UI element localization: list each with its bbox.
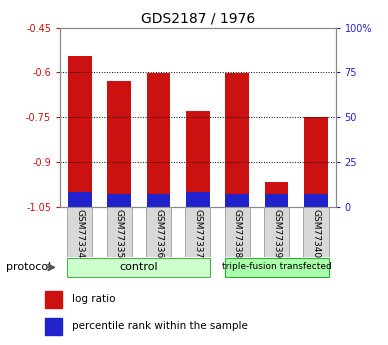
Bar <box>147 73 170 201</box>
FancyBboxPatch shape <box>264 207 289 257</box>
Text: GSM77338: GSM77338 <box>233 208 242 258</box>
Bar <box>225 73 249 201</box>
Text: GSM77339: GSM77339 <box>272 208 281 258</box>
Bar <box>68 56 92 201</box>
Bar <box>107 81 131 201</box>
Bar <box>107 194 131 207</box>
FancyBboxPatch shape <box>303 207 329 257</box>
Bar <box>265 194 288 207</box>
FancyBboxPatch shape <box>225 207 250 257</box>
Bar <box>265 181 288 201</box>
FancyBboxPatch shape <box>67 258 210 277</box>
Text: log ratio: log ratio <box>72 294 115 304</box>
Text: GSM77340: GSM77340 <box>312 208 320 258</box>
Text: triple-fusion transfected: triple-fusion transfected <box>222 263 331 272</box>
FancyBboxPatch shape <box>67 207 92 257</box>
Bar <box>186 192 210 207</box>
Bar <box>304 194 328 207</box>
Bar <box>45 318 62 335</box>
Bar <box>147 194 170 207</box>
FancyBboxPatch shape <box>225 258 329 277</box>
Text: GSM77335: GSM77335 <box>115 208 124 258</box>
Bar <box>68 192 92 207</box>
Text: protocol: protocol <box>6 262 51 272</box>
Text: percentile rank within the sample: percentile rank within the sample <box>72 321 248 331</box>
FancyBboxPatch shape <box>146 207 171 257</box>
Text: GSM77337: GSM77337 <box>193 208 203 258</box>
Bar <box>45 291 62 307</box>
Bar <box>225 194 249 207</box>
Text: GSM77336: GSM77336 <box>154 208 163 258</box>
FancyBboxPatch shape <box>107 207 132 257</box>
FancyBboxPatch shape <box>185 207 210 257</box>
Text: control: control <box>120 262 158 272</box>
Text: GSM77334: GSM77334 <box>75 208 84 258</box>
Title: GDS2187 / 1976: GDS2187 / 1976 <box>141 11 255 25</box>
Bar <box>304 117 328 201</box>
Bar <box>186 111 210 201</box>
